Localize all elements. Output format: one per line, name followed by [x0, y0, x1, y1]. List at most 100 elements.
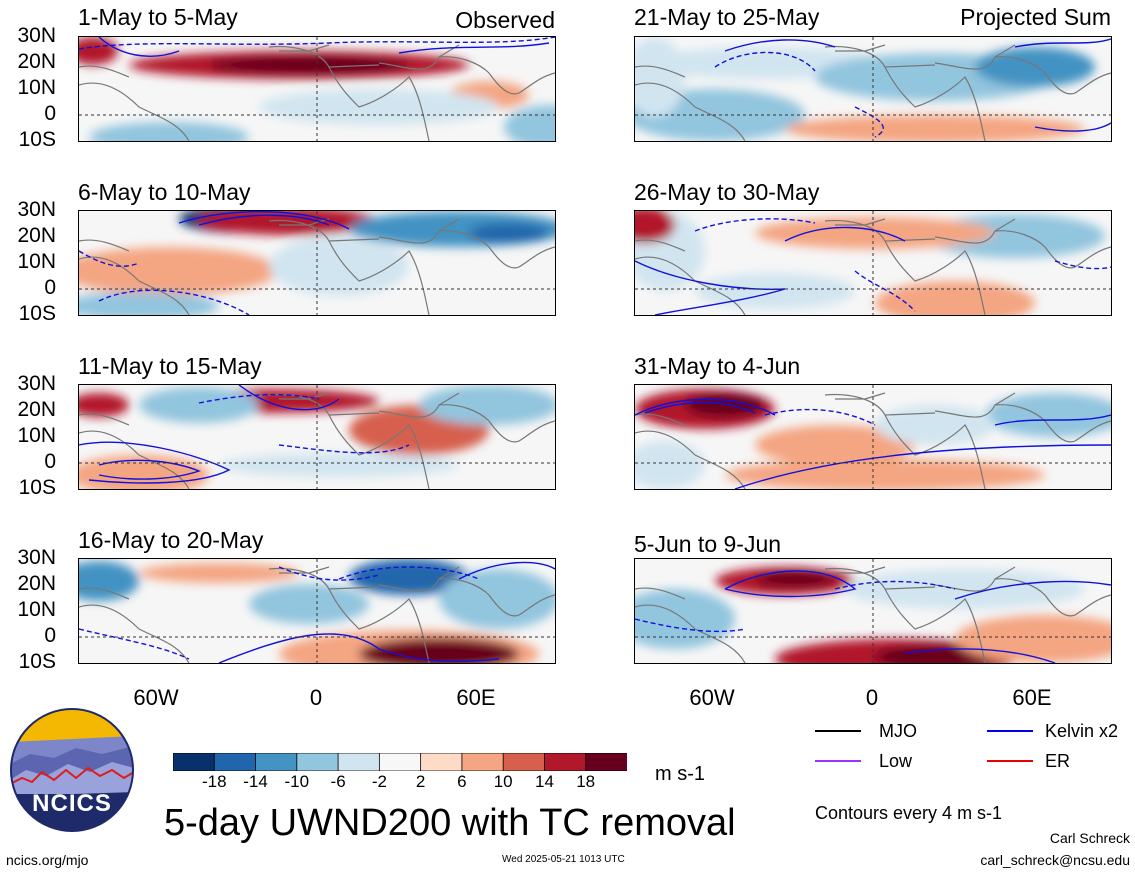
wind-anomaly-region: [875, 281, 1035, 315]
lat-label: 30N: [17, 198, 56, 221]
kelvin-contour: [954, 580, 1111, 600]
wind-anomaly-region: [79, 37, 118, 65]
lat-label: 10N: [17, 76, 56, 99]
map-panel-8: [634, 558, 1112, 664]
map-panel-7: [634, 384, 1112, 490]
lat-label: 0: [44, 102, 56, 125]
legend-label-low: Low: [879, 751, 913, 771]
contours-note: Contours every 4 m s-1: [815, 803, 1003, 823]
logo-text: NCICS: [32, 790, 112, 817]
kelvin-contour: [198, 214, 330, 226]
kelvin-contour: [98, 459, 202, 480]
kelvin-contour: [994, 414, 1111, 426]
lat-label: 20N: [17, 398, 56, 421]
kelvin-contour: [635, 618, 746, 633]
lat-label: 30N: [17, 372, 56, 395]
colorbar-swatch: [296, 752, 339, 772]
kelvin-contour: [784, 226, 906, 242]
panel-title: 6-May to 10-May: [78, 179, 251, 205]
map-field: [79, 559, 555, 663]
legend-line-kelvin: [987, 730, 1033, 732]
colorbar-tick-label: -10: [284, 772, 310, 791]
colorbar-swatches: [172, 752, 628, 772]
map-panel-4: [78, 558, 556, 664]
map-field: [635, 559, 1111, 663]
kelvin-contour: [834, 580, 956, 590]
projected-sum-label: Projected Sum: [960, 4, 1111, 30]
colorbar-unit: m s-1: [655, 763, 705, 785]
colorbar-swatch: [172, 752, 216, 772]
site-link[interactable]: ncics.org/mjo: [6, 852, 89, 868]
kelvin-contour: [714, 51, 816, 72]
wind-anomaly-region: [139, 563, 299, 583]
wind-anomaly-region: [79, 292, 219, 315]
kelvin-contour: [724, 39, 836, 52]
wind-anomaly-region: [635, 37, 685, 117]
lon-label: 60W: [133, 685, 179, 710]
legend: MJO Kelvin x2 Low ER: [815, 718, 1135, 788]
wind-anomaly-region: [755, 425, 915, 465]
kelvin-contour: [278, 566, 380, 581]
colorbar-swatch: [255, 752, 298, 772]
colorbar-swatch: [585, 752, 628, 772]
wind-anomaly-region: [259, 89, 499, 125]
map-field: [79, 211, 555, 315]
legend-line-low: [815, 760, 861, 762]
wind-anomaly-region: [419, 385, 555, 425]
colorbar: [172, 752, 628, 772]
colorbar-tick-label: -6: [330, 772, 346, 791]
legend-label-mjo: MJO: [879, 721, 917, 741]
colorbar-tick-label: 10: [493, 772, 513, 791]
kelvin-contour: [635, 260, 786, 315]
author-email[interactable]: carl_schreck@ncsu.edu: [980, 852, 1130, 868]
wind-anomaly-region: [635, 589, 735, 649]
lat-label: 20N: [17, 50, 56, 73]
wind-anomaly-region: [755, 571, 835, 587]
lon-label: 0: [309, 685, 323, 710]
colorbar-swatch: [213, 752, 257, 772]
map-panel-2: [78, 210, 556, 316]
coastline: [79, 218, 555, 315]
wind-anomaly-region: [249, 584, 369, 624]
lon-label: 60E: [456, 685, 496, 710]
kelvin-contour: [854, 270, 916, 312]
legend-line-er: [987, 760, 1033, 762]
colorbar-swatch: [378, 752, 422, 772]
observed-label: Observed: [455, 7, 555, 33]
timestamp: Wed 2025-05-21 1013 UTC: [502, 854, 625, 865]
colorbar-swatch: [420, 752, 463, 772]
wind-anomaly-region: [219, 453, 459, 477]
wind-anomaly-region: [635, 441, 705, 489]
lat-label: 10S: [18, 650, 56, 673]
wind-anomaly-region: [359, 638, 519, 663]
author-name: Carl Schreck: [1049, 830, 1130, 846]
map-field: [635, 385, 1111, 489]
kelvin-contour: [238, 385, 340, 411]
wind-anomaly-region: [139, 387, 259, 423]
lat-label: 10N: [17, 598, 56, 621]
colorbar-tick-label: 18: [576, 772, 596, 791]
panel-title: 21-May to 25-May: [634, 4, 820, 30]
map-panel-3: [78, 384, 556, 490]
colorbar-ticks: -18 -14 -10 -6 -2 2 6 10 14 18: [173, 773, 627, 793]
kelvin-contour: [79, 441, 231, 484]
kelvin-contour: [1014, 38, 1111, 48]
wind-anomaly-region: [725, 459, 1045, 489]
wind-anomaly-region: [89, 122, 249, 141]
wind-anomaly-region: [79, 455, 209, 489]
lat-label: 0: [44, 450, 56, 473]
main-title: 5-day UWND200 with TC removal: [164, 802, 736, 844]
coastline: [79, 44, 555, 141]
colorbar-tick-label: -18: [202, 772, 227, 791]
kelvin-contour: [694, 218, 816, 232]
kelvin-contour: [724, 570, 857, 598]
map-field: [635, 211, 1111, 315]
wind-anomaly-region: [985, 393, 1111, 437]
colorbar-tick-label: 2: [415, 772, 426, 791]
ncics-logo: NCICS: [10, 708, 134, 832]
colorbar-swatch: [337, 752, 381, 772]
colorbar-tick-label: 14: [535, 772, 554, 791]
lon-label: 0: [865, 685, 879, 710]
colorbar-swatch: [544, 752, 587, 772]
wind-anomaly-region: [349, 559, 469, 595]
